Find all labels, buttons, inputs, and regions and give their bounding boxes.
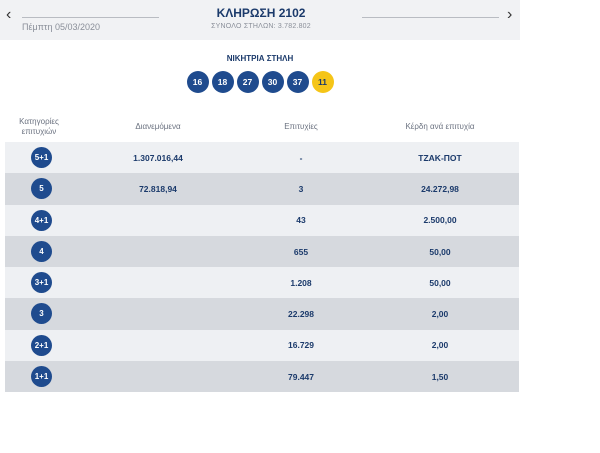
header-category: Κατηγορίες επιτυχιών [19, 116, 59, 136]
header-divider-left [22, 17, 159, 18]
winning-numbers: 16 18 27 30 37 11 [0, 71, 520, 93]
header-prize: Κέρδη ανά επιτυχία [405, 121, 475, 131]
table-row: 3 22.298 2,00 [5, 298, 519, 330]
prize-amount: 2,00 [431, 309, 449, 320]
table-header: Κατηγορίες επιτυχιών Διανεμόμενα Επιτυχίε… [5, 111, 519, 142]
table-row: 4 655 50,00 [5, 235, 519, 268]
winners-count: - [299, 152, 303, 163]
prize-amount: 1,50 [431, 371, 449, 382]
number-ball: 30 [261, 71, 284, 93]
winners-count: 3 [298, 183, 304, 194]
category-badge: 3 [31, 303, 52, 325]
winners-count: 655 [293, 246, 309, 257]
header-distributed: Διανεμόμενα [135, 121, 181, 131]
category-badge: 5 [31, 178, 52, 200]
prize-table: Κατηγορίες επιτυχιών Διανεμόμενα Επιτυχίε… [5, 111, 519, 393]
winners-count: 79.447 [288, 371, 314, 382]
chevron-left-icon[interactable]: ‹ [6, 6, 12, 23]
header-divider-right [362, 17, 499, 18]
winners-count: 43 [296, 215, 306, 226]
prize-amount: 2.500,00 [423, 215, 457, 226]
category-badge: 4 [31, 240, 52, 262]
winning-column-label: ΝΙΚΗΤΡΙΑ ΣΤΗΛΗ [226, 54, 294, 63]
prize-amount: 50,00 [429, 277, 451, 288]
table-row: 4+1 43 2.500,00 [5, 204, 519, 236]
bonus-ball: 11 [311, 71, 334, 93]
draw-header: ‹ Πέμπτη 05/03/2020 ΚΛΗΡΩΣΗ 2102 ΣΥΝΟΛΟ … [0, 0, 520, 40]
draw-date: Πέμπτη 05/03/2020 [22, 22, 101, 32]
total-columns: ΣΥΝΟΛΟ ΣΤΗΛΩΝ: 3.782.802 [211, 23, 311, 30]
number-ball: 37 [286, 71, 309, 93]
distributed-amount [109, 330, 207, 361]
category-badge: 3+1 [31, 272, 52, 294]
winners-count: 1.208 [290, 277, 312, 288]
chevron-right-icon[interactable]: › [507, 6, 513, 23]
distributed-amount [109, 236, 207, 267]
table-row: 3+1 1.208 50,00 [5, 267, 519, 299]
header-winners: Επιτυχίες [284, 121, 318, 131]
category-badge: 4+1 [31, 209, 52, 231]
draw-title: ΚΛΗΡΩΣΗ 2102 [216, 6, 306, 20]
category-badge: 1+1 [31, 366, 52, 388]
table-row: 5 72.818,94 3 24.272,98 [5, 173, 519, 205]
table-row: 1+1 79.447 1,50 [5, 361, 519, 393]
number-ball: 18 [211, 71, 234, 93]
prize-amount: ΤΖΑΚ-ΠΟΤ [418, 152, 462, 163]
prize-amount: 24.272,98 [421, 183, 459, 194]
winners-count: 22.298 [288, 309, 314, 320]
table-row: 5+1 1.307.016,44 - ΤΖΑΚ-ΠΟΤ [5, 142, 519, 174]
distributed-amount: 1.307.016,44 [133, 152, 183, 163]
category-badge: 5+1 [31, 147, 52, 168]
distributed-amount [109, 205, 207, 236]
number-ball: 27 [236, 71, 259, 93]
distributed-amount [109, 298, 207, 329]
prize-amount: 50,00 [429, 246, 451, 257]
distributed-amount [109, 267, 207, 298]
distributed-amount: 72.818,94 [139, 183, 177, 194]
prize-amount: 2,00 [431, 340, 449, 351]
winners-count: 16.729 [288, 340, 314, 351]
table-row: 2+1 16.729 2,00 [5, 329, 519, 362]
number-ball: 16 [186, 71, 209, 93]
category-badge: 2+1 [31, 334, 52, 356]
distributed-amount [109, 361, 207, 392]
